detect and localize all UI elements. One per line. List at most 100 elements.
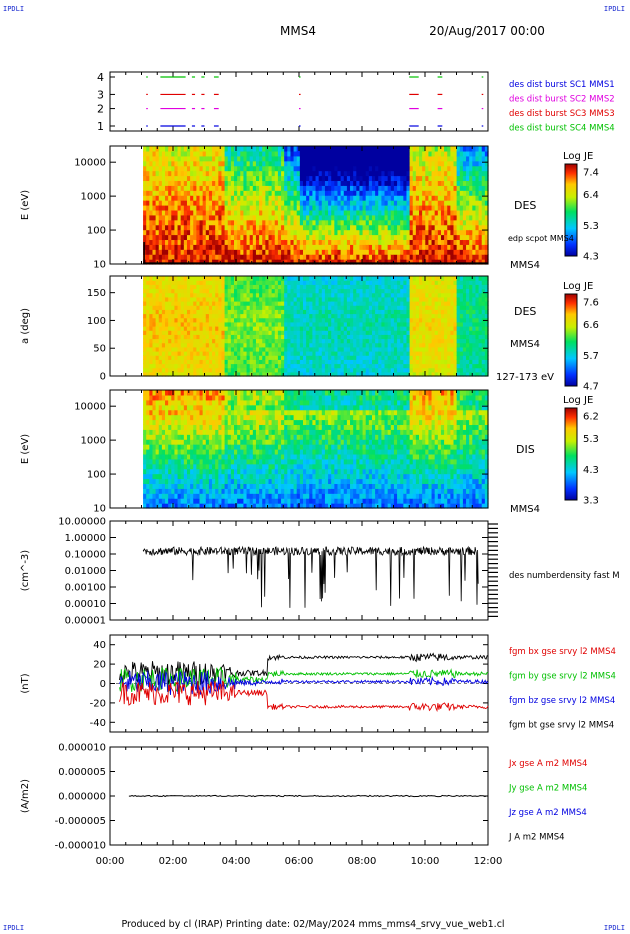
des-pitch-cell xyxy=(284,292,288,298)
des-pitch-cell xyxy=(237,346,241,352)
des-pitch-cell xyxy=(375,338,379,344)
des-energy-cell xyxy=(381,214,386,221)
des-energy-cell xyxy=(393,244,398,250)
des-pitch-cell xyxy=(390,296,395,302)
des-pitch-cell xyxy=(227,305,232,310)
des-energy-cell xyxy=(174,150,179,157)
des-energy-cell xyxy=(221,214,226,221)
des-energy-cell xyxy=(346,214,351,221)
des-pitch-cell xyxy=(353,351,357,356)
des-energy-cell xyxy=(174,200,179,206)
des-pitch-cell xyxy=(143,284,147,290)
des-energy-cell xyxy=(158,239,163,245)
des-energy-cell xyxy=(186,214,191,221)
des-pitch-cell xyxy=(227,363,232,369)
des-pitch-cell xyxy=(397,280,401,285)
des-energy-cell xyxy=(440,155,445,162)
des-energy-cell xyxy=(397,185,401,191)
des-energy-cell xyxy=(437,254,442,260)
des-energy-cell xyxy=(456,195,461,201)
des-pitch-cell xyxy=(368,334,373,340)
des-energy-cell xyxy=(375,150,379,157)
des-energy-cell xyxy=(306,160,310,167)
des-energy-cell xyxy=(475,175,480,182)
des-energy-cell xyxy=(466,244,470,250)
des-pitch-cell xyxy=(406,342,411,348)
des-pitch-cell xyxy=(346,313,351,319)
des-energy-cell xyxy=(406,254,411,260)
des-energy-cell xyxy=(234,254,238,260)
des-energy-cell xyxy=(340,150,345,157)
des-pitch-cell xyxy=(371,359,376,365)
des-pitch-cell xyxy=(287,305,292,310)
des-energy-cell xyxy=(381,249,386,255)
des-energy-cell xyxy=(262,146,266,152)
des-pitch-cell xyxy=(255,292,260,298)
des-energy-cell xyxy=(318,244,323,250)
des-energy-cell xyxy=(371,234,376,241)
des-energy-cell xyxy=(422,254,426,260)
des-pitch-cell xyxy=(252,367,257,373)
des-energy-cell xyxy=(434,155,439,162)
des-energy-cell xyxy=(462,259,467,265)
des-pitch-cell xyxy=(205,355,210,360)
des-energy-cell xyxy=(384,150,389,157)
des-pitch-cell xyxy=(393,305,398,310)
des-energy-cell xyxy=(227,170,232,177)
des-energy-cell xyxy=(462,165,467,172)
des-pitch-cell xyxy=(409,367,414,373)
des-energy-cell xyxy=(431,219,436,226)
des-pitch-cell xyxy=(331,305,335,310)
des-pitch-cell xyxy=(240,355,245,360)
des-energy-cell xyxy=(340,234,345,241)
des-pitch-cell xyxy=(384,284,389,290)
des-energy-cell xyxy=(356,175,361,182)
des-pitch-cell xyxy=(186,313,191,319)
des-pitch-cell xyxy=(265,313,270,319)
des-pitch-cell xyxy=(309,338,314,344)
des-energy-cell xyxy=(343,254,348,260)
des-pitch-cell xyxy=(274,317,279,323)
des-pitch-cell xyxy=(202,351,207,356)
des-energy-cell xyxy=(240,200,245,206)
des-energy-cell xyxy=(425,195,430,201)
des-pitch-cell xyxy=(218,292,223,298)
des-pitch-cell xyxy=(328,342,332,348)
des-pitch-cell xyxy=(252,338,257,344)
des-pitch-cell xyxy=(246,355,251,360)
des-energy-cell xyxy=(447,146,451,152)
des-energy-cell xyxy=(196,195,201,201)
des-pitch-cell xyxy=(359,326,364,331)
des-pitch-cell xyxy=(237,317,241,323)
des-energy-cell xyxy=(353,160,357,167)
des-pitch-cell xyxy=(186,292,191,298)
des-energy-cell xyxy=(431,259,436,265)
des-energy-cell xyxy=(390,200,395,206)
des-pitch-cell xyxy=(161,338,166,344)
des-pitch-cell xyxy=(284,309,288,315)
des-energy-cell xyxy=(444,224,448,231)
des-energy-cell xyxy=(152,224,157,231)
des-pitch-cell xyxy=(337,296,342,302)
des-energy-cell xyxy=(218,195,223,201)
des-energy-cell xyxy=(466,219,470,226)
des-pitch-cell xyxy=(277,288,282,294)
des-pitch-cell xyxy=(393,280,398,285)
des-energy-cell xyxy=(315,190,320,196)
des-pitch-cell xyxy=(356,280,361,285)
des-energy-cell xyxy=(171,150,176,157)
des-energy-cell xyxy=(268,229,273,236)
des-pitch-cell xyxy=(400,338,404,344)
des-energy-cell xyxy=(306,224,310,231)
des-energy-cell xyxy=(293,229,298,236)
des-energy-cell xyxy=(277,146,282,152)
des-pitch-cell xyxy=(334,301,339,306)
des-pitch-cell xyxy=(315,355,320,360)
des-energy-cell xyxy=(337,165,342,172)
des-pitch-cell xyxy=(356,359,361,365)
des-energy-cell xyxy=(281,205,285,211)
des-energy-cell xyxy=(428,170,433,177)
des-pitch-cell xyxy=(425,321,430,327)
des-pitch-cell xyxy=(403,363,408,369)
des-energy-cell xyxy=(409,259,414,265)
